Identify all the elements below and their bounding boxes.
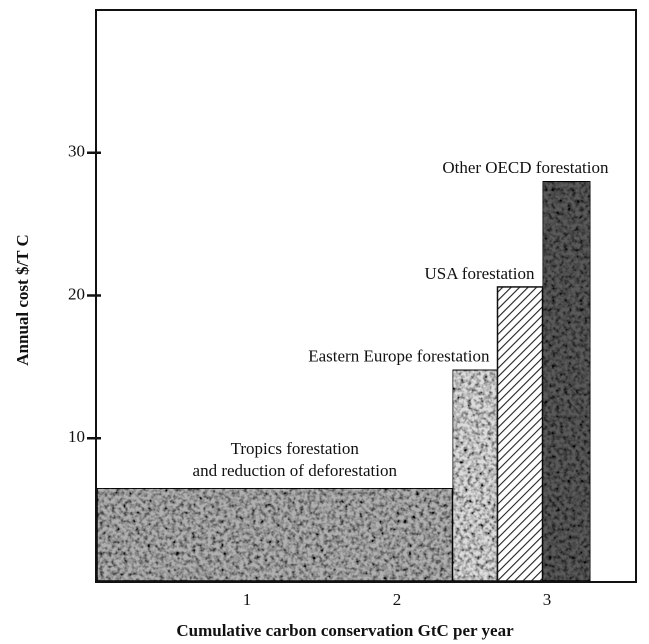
bar-label: and reduction of deforestation [193,461,398,480]
bar [451,368,499,582]
y-tick-label: 10 [68,427,85,446]
bar [541,180,592,582]
bar-label: Eastern Europe forestation [308,347,490,366]
bar [96,487,454,582]
x-tick-label: 3 [543,590,552,609]
x-tick-label: 2 [393,590,402,609]
bar-label: Tropics forestation [231,439,360,458]
bar-label: Other OECD forestation [442,158,609,177]
x-axis-label: Cumulative carbon conservation GtC per y… [176,621,514,640]
y-tick-label: 20 [68,284,85,303]
x-tick-label: 1 [243,590,252,609]
y-tick-label: 30 [68,142,85,161]
y-axis-label: Annual cost $/T C [13,234,32,365]
bar-label: USA forestation [424,264,535,283]
bar [496,286,544,582]
